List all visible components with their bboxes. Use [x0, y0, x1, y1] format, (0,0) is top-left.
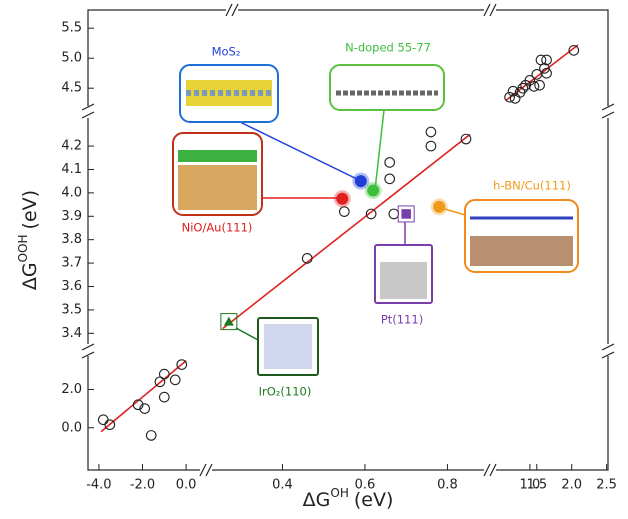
x-label-base: ΔG [303, 489, 331, 511]
legend-label: N-doped 55-77 [345, 41, 431, 55]
x-tick-label: 2.0 [561, 478, 582, 493]
y-tick-label: 3.6 [61, 279, 82, 294]
y-tick-label: 2.0 [61, 382, 82, 397]
y-label: ΔGOOH (eV) [16, 190, 41, 290]
data-point [160, 369, 170, 379]
y-tick-label: 3.7 [61, 256, 82, 271]
y-label-sup: OOH [16, 234, 30, 262]
data-point [170, 375, 180, 385]
data-point [385, 158, 395, 168]
x-label: ΔGOH (eV) [303, 486, 394, 511]
data-point [389, 209, 399, 219]
highlight-point [400, 208, 412, 220]
legend-label: IrO₂(110) [259, 385, 312, 399]
x-tick-label: 0.0 [176, 478, 197, 493]
y-tick-label: 3.8 [61, 232, 82, 247]
legend-label: NiO/Au(111) [182, 221, 253, 235]
x-label-unit: (eV) [354, 489, 394, 511]
y-tick-label: 4.5 [61, 81, 82, 96]
highlight-point [367, 185, 379, 197]
chart: -4.0-2.00.00.02.00.40.60.81.03.43.53.63.… [0, 0, 628, 515]
data-point [426, 141, 436, 151]
legend-label: MoS₂ [212, 45, 241, 59]
page: -4.0-2.00.00.02.00.40.60.81.03.43.53.63.… [0, 0, 628, 519]
y-tick-label: 3.4 [61, 326, 82, 341]
y-tick-label: 4.0 [61, 185, 82, 200]
x-label-sup: OH [330, 486, 348, 500]
y-tick-label: 0.0 [61, 420, 82, 435]
data-point [535, 80, 545, 90]
x-tick-label: 2.5 [596, 478, 617, 493]
data-point [461, 134, 471, 144]
highlight-point [336, 193, 348, 205]
data-point [385, 174, 395, 184]
x-tick-label: -4.0 [86, 478, 111, 493]
fit-line [101, 361, 186, 432]
highlight-point [355, 175, 367, 187]
x-tick-label: 0.8 [437, 478, 458, 493]
y-tick-label: 4.1 [61, 162, 82, 177]
y-tick-label: 5.0 [61, 51, 82, 66]
data-point [160, 392, 170, 402]
data-point [98, 415, 108, 425]
legend-label: Pt(111) [381, 313, 423, 327]
data-point [340, 207, 350, 217]
x-tick-label: 0.4 [272, 478, 293, 493]
x-tick-label: 1.5 [526, 478, 547, 493]
data-point [426, 127, 436, 137]
y-tick-label: 5.5 [61, 21, 82, 36]
legend-label: h-BN/Cu(111) [493, 179, 571, 193]
highlight-point [433, 201, 445, 213]
data-point [146, 431, 156, 441]
y-label-unit: (eV) [19, 190, 41, 230]
y-tick-label: 3.5 [61, 302, 82, 317]
y-tick-label: 3.9 [61, 209, 82, 224]
y-label-base: ΔG [19, 262, 41, 290]
y-tick-label: 4.2 [61, 139, 82, 154]
x-tick-label: -2.0 [130, 478, 155, 493]
